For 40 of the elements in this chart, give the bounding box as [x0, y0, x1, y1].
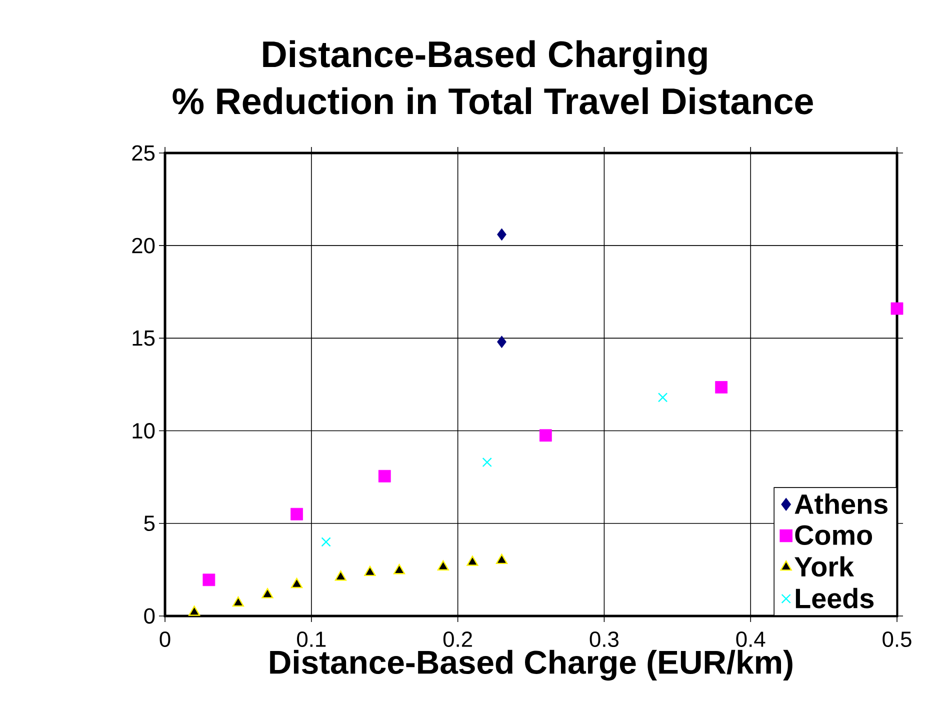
point — [715, 381, 728, 394]
legend-label: Athens — [794, 494, 888, 514]
point — [334, 570, 346, 581]
legend-label: Como — [795, 525, 872, 545]
point — [290, 578, 303, 588]
point — [539, 429, 552, 442]
x-tick-label: 0.1 — [297, 631, 326, 648]
point — [321, 537, 331, 547]
point — [290, 508, 303, 520]
x-tick-label: 0.3 — [590, 631, 618, 648]
y-tick-label: 0 — [144, 608, 155, 624]
point — [497, 336, 506, 348]
legend-label: Leeds — [796, 588, 874, 608]
point — [393, 564, 406, 574]
y-tick-label: 20 — [132, 238, 155, 254]
point — [496, 554, 508, 564]
point — [497, 228, 506, 241]
point — [437, 560, 449, 571]
y-tick-label: 15 — [132, 330, 155, 346]
point — [378, 470, 391, 482]
chart-subtitle: % Reduction in Total Travel Distance — [172, 87, 813, 114]
x-tick-label: 0.4 — [736, 631, 766, 648]
x-tick-label: 0.2 — [443, 631, 472, 648]
point — [188, 606, 200, 616]
x-tick-label: 0 — [160, 631, 170, 648]
point — [482, 457, 492, 468]
point — [658, 392, 668, 402]
y-tick-label: 5 — [144, 516, 155, 532]
point — [262, 588, 274, 598]
x-axis-title: Distance-Based Charge (EUR/km) — [270, 650, 792, 681]
chart-title: Distance-Based Charging — [263, 40, 707, 75]
point — [364, 566, 376, 576]
x-tick-label: 0.5 — [882, 631, 912, 648]
point — [466, 556, 478, 566]
y-tick-label: 25 — [132, 145, 155, 161]
point — [202, 574, 216, 586]
legend-label: York — [794, 556, 854, 577]
y-tick-label: 10 — [132, 423, 155, 439]
point — [890, 302, 904, 315]
point — [232, 596, 244, 607]
